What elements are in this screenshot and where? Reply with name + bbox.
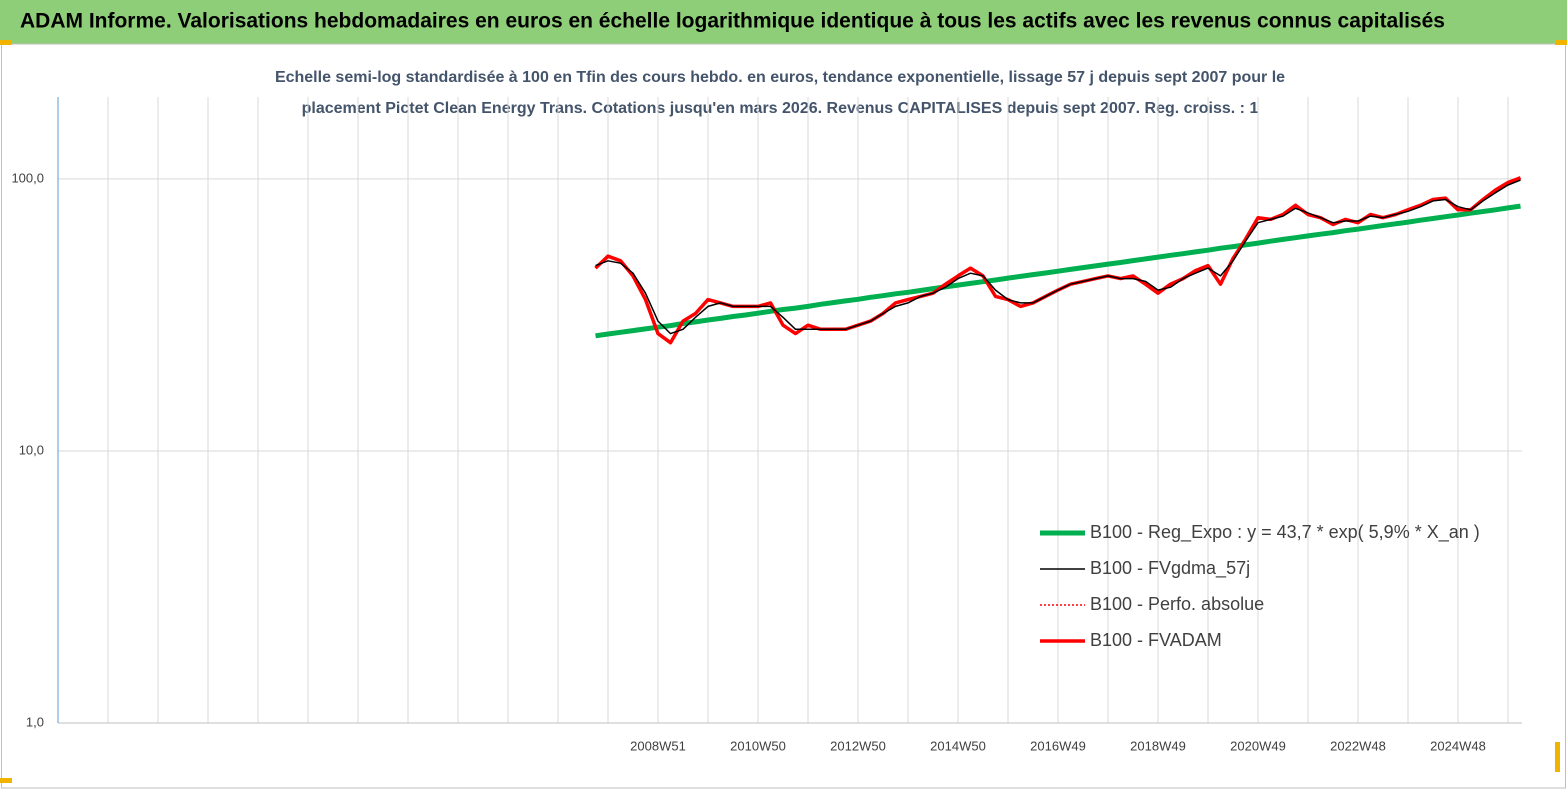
x-tick-label: 2008W51: [630, 738, 686, 753]
x-tick-label: 2020W49: [1230, 738, 1286, 753]
corner: [1555, 742, 1560, 772]
x-tick-label: 2022W48: [1330, 738, 1386, 753]
y-tick-label: 1,0: [26, 714, 44, 729]
series-line: [595, 179, 1521, 335]
x-tick-label: 2010W50: [730, 738, 786, 753]
banner-title: ADAM Informe. Valorisations hebdomadaire…: [20, 10, 1445, 33]
x-tick-label: 2024W48: [1430, 738, 1486, 753]
legend-label: B100 - FVgdma_57j: [1090, 558, 1250, 579]
chart-title: placement Pictet Clean Energy Trans. Cot…: [302, 100, 1259, 117]
corner: [0, 778, 12, 783]
legend-label: B100 - Reg_Expo : y = 43,7 * exp( 5,9% *…: [1090, 522, 1480, 543]
x-tick-label: 2012W50: [830, 738, 886, 753]
legend-label: B100 - Perfo. absolue: [1090, 594, 1264, 614]
banner: [0, 0, 1567, 44]
x-tick-label: 2014W50: [930, 738, 986, 753]
x-tick-label: 2016W49: [1030, 738, 1086, 753]
y-tick-label: 10,0: [19, 442, 44, 457]
corner: [0, 40, 12, 45]
x-tick-label: 2018W49: [1130, 738, 1186, 753]
legend-label: B100 - FVADAM: [1090, 630, 1222, 650]
corner: [1555, 40, 1567, 45]
series-line: [595, 203, 1521, 339]
chart-title: Echelle semi-log standardisée à 100 en T…: [275, 69, 1285, 86]
y-tick-label: 100,0: [11, 170, 44, 185]
frame: [1, 43, 1566, 789]
